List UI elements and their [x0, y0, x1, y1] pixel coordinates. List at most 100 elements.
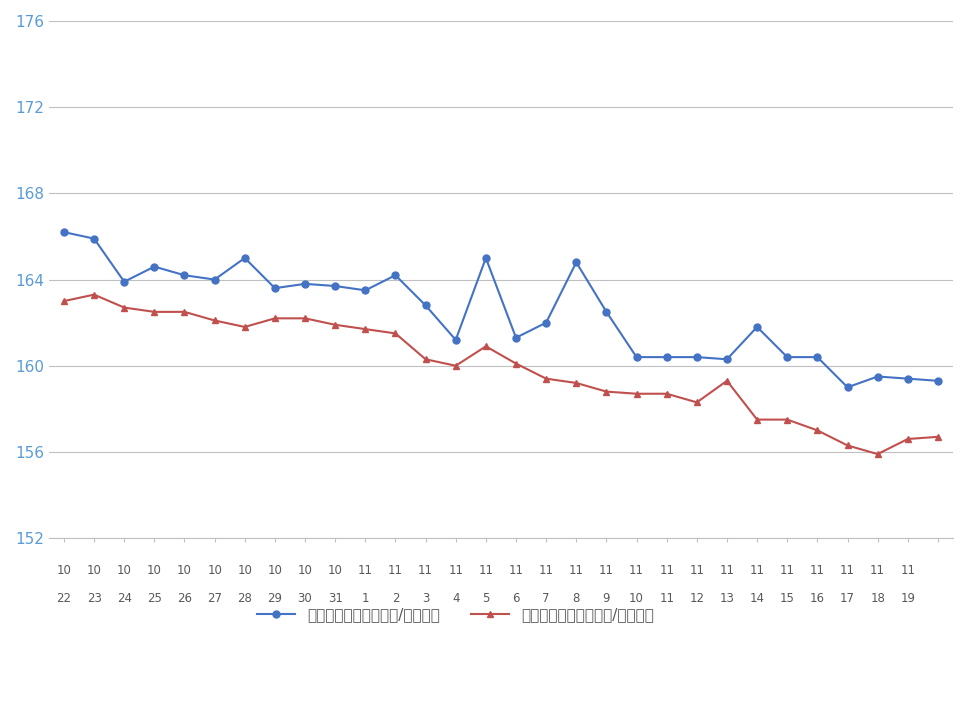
- ハイオク実売価格（円/リット）: [359, 325, 371, 333]
- Text: 10: 10: [117, 564, 132, 577]
- ハイオク実売価格（円/リット）: [902, 435, 914, 443]
- Text: 11: 11: [599, 564, 614, 577]
- Text: 11: 11: [388, 564, 403, 577]
- Text: 11: 11: [689, 564, 705, 577]
- Text: 10: 10: [297, 564, 313, 577]
- Text: 14: 14: [749, 592, 765, 605]
- ハイオク実売価格（円/リット）: [510, 360, 522, 368]
- ハイオク実売価格（円/リット）: [88, 290, 100, 299]
- ハイオク実売価格（円/リット）: [540, 374, 552, 383]
- ハイオク実売価格（円/リット）: [751, 415, 763, 424]
- Text: 10: 10: [56, 564, 72, 577]
- ハイオク実売価格（円/リット）: [480, 342, 492, 350]
- Text: 9: 9: [603, 592, 610, 605]
- Text: 11: 11: [538, 564, 554, 577]
- Legend: ハイオク看板価格（円/リット）, ハイオク実売価格（円/リット）: ハイオク看板価格（円/リット）, ハイオク実売価格（円/リット）: [251, 601, 660, 629]
- Text: 1: 1: [362, 592, 369, 605]
- ハイオク看板価格（円/リット）: [420, 301, 432, 309]
- ハイオク看板価格（円/リット）: [118, 278, 130, 286]
- Text: 6: 6: [512, 592, 520, 605]
- ハイオク実売価格（円/リット）: [872, 450, 884, 458]
- Text: 16: 16: [810, 592, 825, 605]
- ハイオク実売価格（円/リット）: [58, 297, 70, 305]
- Line: ハイオク看板価格（円/リット）: ハイオク看板価格（円/リット）: [60, 228, 942, 391]
- Text: 5: 5: [482, 592, 490, 605]
- Text: 10: 10: [237, 564, 253, 577]
- ハイオク看板価格（円/リット）: [329, 282, 341, 290]
- Text: 13: 13: [719, 592, 735, 605]
- ハイオク実売価格（円/リット）: [209, 317, 221, 325]
- ハイオク看板価格（円/リット）: [631, 353, 643, 362]
- ハイオク看板価格（円/リット）: [872, 372, 884, 381]
- ハイオク実売価格（円/リット）: [631, 389, 643, 398]
- ハイオク看板価格（円/リット）: [751, 323, 763, 331]
- ハイオク実売価格（円/リット）: [269, 314, 281, 323]
- ハイオク看板価格（円/リット）: [58, 228, 70, 236]
- Text: 7: 7: [542, 592, 550, 605]
- Text: 11: 11: [508, 564, 524, 577]
- Text: 12: 12: [689, 592, 705, 605]
- ハイオク実売価格（円/リット）: [390, 329, 402, 338]
- Text: 11: 11: [870, 564, 885, 577]
- Text: 10: 10: [328, 564, 343, 577]
- ハイオク実売価格（円/リット）: [299, 314, 311, 323]
- ハイオク実売価格（円/リット）: [600, 387, 612, 396]
- Text: 19: 19: [900, 592, 916, 605]
- ハイオク実売価格（円/リット）: [932, 433, 944, 441]
- Text: 11: 11: [659, 564, 674, 577]
- Text: 11: 11: [749, 564, 765, 577]
- Text: 31: 31: [328, 592, 343, 605]
- ハイオク実売価格（円/リット）: [811, 426, 823, 434]
- ハイオク看板価格（円/リット）: [540, 319, 552, 327]
- ハイオク看板価格（円/リット）: [209, 276, 221, 284]
- Text: 15: 15: [780, 592, 795, 605]
- Text: 30: 30: [297, 592, 313, 605]
- Text: 25: 25: [147, 592, 162, 605]
- ハイオク看板価格（円/リット）: [781, 353, 793, 362]
- Text: 23: 23: [86, 592, 102, 605]
- ハイオク看板価格（円/リット）: [510, 333, 522, 342]
- ハイオク看板価格（円/リット）: [691, 353, 703, 362]
- ハイオク看板価格（円/リット）: [902, 374, 914, 383]
- Text: 11: 11: [840, 564, 855, 577]
- Text: 18: 18: [870, 592, 885, 605]
- Text: 10: 10: [207, 564, 222, 577]
- ハイオク看板価格（円/リット）: [359, 286, 371, 295]
- ハイオク実売価格（円/リット）: [570, 379, 582, 387]
- ハイオク看板価格（円/リット）: [269, 284, 281, 293]
- ハイオク看板価格（円/リット）: [148, 262, 160, 271]
- ハイオク実売価格（円/リット）: [721, 376, 733, 385]
- Text: 2: 2: [392, 592, 399, 605]
- Text: 10: 10: [629, 592, 644, 605]
- ハイオク実売価格（円/リット）: [329, 321, 341, 329]
- ハイオク看板価格（円/リット）: [299, 280, 311, 288]
- Text: 11: 11: [418, 564, 433, 577]
- Line: ハイオク実売価格（円/リット）: ハイオク実売価格（円/リット）: [60, 291, 942, 458]
- Text: 11: 11: [900, 564, 916, 577]
- Text: 11: 11: [719, 564, 735, 577]
- ハイオク実売価格（円/リット）: [118, 303, 130, 312]
- Text: 3: 3: [422, 592, 429, 605]
- ハイオク看板価格（円/リット）: [450, 336, 462, 344]
- ハイオク実売価格（円/リット）: [450, 362, 462, 370]
- ハイオク実売価格（円/リット）: [239, 323, 251, 331]
- ハイオク看板価格（円/リット）: [721, 355, 733, 364]
- Text: 24: 24: [117, 592, 132, 605]
- Text: 10: 10: [86, 564, 102, 577]
- Text: 11: 11: [780, 564, 795, 577]
- ハイオク実売価格（円/リット）: [691, 398, 703, 407]
- Text: 11: 11: [478, 564, 494, 577]
- ハイオク看板価格（円/リット）: [842, 383, 854, 391]
- Text: 22: 22: [56, 592, 72, 605]
- Text: 10: 10: [267, 564, 283, 577]
- Text: 8: 8: [573, 592, 580, 605]
- Text: 11: 11: [569, 564, 584, 577]
- Text: 29: 29: [267, 592, 283, 605]
- ハイオク看板価格（円/リット）: [390, 271, 402, 279]
- Text: 17: 17: [840, 592, 855, 605]
- Text: 11: 11: [358, 564, 373, 577]
- ハイオク看板価格（円/リット）: [570, 258, 582, 266]
- Text: 11: 11: [629, 564, 644, 577]
- ハイオク実売価格（円/リット）: [842, 441, 854, 450]
- ハイオク看板価格（円/リット）: [661, 353, 673, 362]
